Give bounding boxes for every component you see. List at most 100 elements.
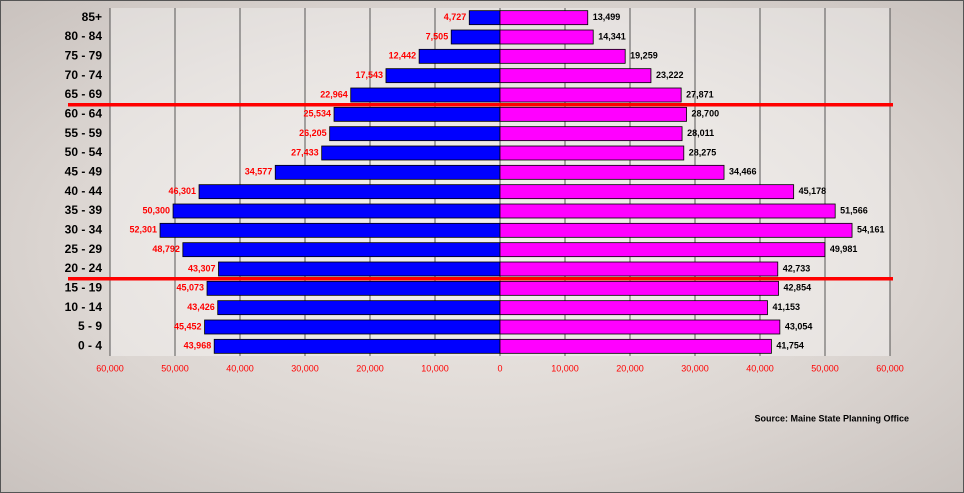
x-tick-label: 60,000	[876, 363, 904, 373]
bar	[329, 126, 501, 142]
bar	[206, 280, 501, 296]
value-label: 19,259	[630, 51, 658, 61]
value-label: 4,727	[444, 12, 467, 22]
value-label: 17,543	[355, 70, 383, 80]
value-label: 54,161	[857, 225, 885, 235]
value-label: 50,300	[143, 205, 171, 215]
value-label: 41,153	[772, 302, 800, 312]
category-label: 60 - 64	[65, 107, 103, 121]
value-label: 43,968	[184, 341, 212, 351]
value-label: 13,499	[593, 12, 621, 22]
value-label: 23,222	[656, 70, 684, 80]
value-label: 42,733	[783, 263, 811, 273]
value-label: 25,534	[303, 109, 331, 119]
value-label: 48,792	[152, 244, 180, 254]
bar	[499, 145, 685, 161]
source-note: Source: Maine State Planning Office	[754, 413, 909, 423]
category-label: 50 - 54	[65, 145, 103, 159]
bar	[385, 68, 501, 84]
value-label: 51,566	[840, 205, 868, 215]
category-label: 65 - 69	[65, 87, 103, 101]
value-label: 49,981	[830, 244, 858, 254]
value-label: 34,466	[729, 167, 757, 177]
x-tick-label: 40,000	[746, 363, 774, 373]
x-tick-label: 60,000	[96, 363, 124, 373]
bar	[217, 300, 501, 316]
value-label: 22,964	[320, 89, 348, 99]
bar	[418, 48, 501, 64]
category-label: 70 - 74	[65, 68, 103, 82]
bar	[499, 203, 836, 219]
bar	[499, 29, 594, 45]
bar	[499, 338, 772, 354]
bar	[333, 106, 501, 122]
value-label: 43,426	[187, 302, 215, 312]
value-label: 45,073	[176, 283, 204, 293]
value-label: 45,178	[799, 186, 827, 196]
value-label: 26,205	[299, 128, 327, 138]
value-label: 46,301	[169, 186, 197, 196]
value-label: 43,307	[188, 263, 216, 273]
category-label: 75 - 79	[65, 49, 103, 63]
category-label: 30 - 34	[65, 223, 103, 237]
category-label: 55 - 59	[65, 126, 103, 140]
value-label: 7,505	[426, 31, 449, 41]
value-label: 27,433	[291, 147, 319, 157]
value-label: 28,275	[689, 147, 717, 157]
bar	[450, 29, 501, 45]
x-tick-label: 40,000	[226, 363, 254, 373]
bar	[213, 338, 501, 354]
bar	[499, 106, 687, 122]
category-label: 25 - 29	[65, 242, 103, 256]
value-label: 27,871	[686, 89, 714, 99]
x-tick-label: 0	[497, 363, 502, 373]
category-label: 5 - 9	[78, 319, 102, 333]
bar	[204, 319, 501, 335]
bar	[159, 222, 501, 238]
bar	[198, 184, 501, 200]
bar	[468, 10, 501, 26]
bar	[499, 164, 725, 180]
value-label: 43,054	[785, 321, 813, 331]
bar	[499, 68, 652, 84]
category-label: 40 - 44	[65, 184, 103, 198]
bar	[499, 87, 682, 103]
bar	[499, 319, 781, 335]
value-label: 28,700	[692, 109, 720, 119]
bar	[499, 280, 779, 296]
bar	[499, 261, 779, 277]
x-tick-label: 30,000	[681, 363, 709, 373]
value-label: 12,442	[389, 51, 417, 61]
x-tick-label: 50,000	[161, 363, 189, 373]
x-tick-label: 50,000	[811, 363, 839, 373]
bar	[499, 126, 683, 142]
bar	[499, 300, 768, 316]
bar	[499, 184, 795, 200]
value-label: 42,854	[784, 283, 812, 293]
bar	[499, 222, 853, 238]
x-tick-label: 20,000	[356, 363, 384, 373]
bar	[499, 242, 826, 258]
value-label: 52,301	[130, 225, 158, 235]
x-tick-label: 30,000	[291, 363, 319, 373]
category-label: 80 - 84	[65, 29, 103, 43]
bar	[172, 203, 501, 219]
bar	[321, 145, 501, 161]
category-label: 20 - 24	[65, 261, 103, 275]
category-label: 45 - 49	[65, 165, 103, 179]
category-label: 85+	[82, 10, 102, 24]
x-tick-label: 10,000	[421, 363, 449, 373]
value-label: 28,011	[687, 128, 714, 138]
bar	[182, 242, 501, 258]
x-tick-label: 10,000	[551, 363, 579, 373]
bar	[350, 87, 501, 103]
bar	[499, 10, 589, 26]
x-tick-label: 20,000	[616, 363, 644, 373]
bar	[274, 164, 501, 180]
value-label: 14,341	[598, 31, 626, 41]
value-label: 41,754	[776, 341, 804, 351]
category-label: 35 - 39	[65, 203, 103, 217]
value-label: 45,452	[174, 321, 202, 331]
bar	[218, 261, 501, 277]
